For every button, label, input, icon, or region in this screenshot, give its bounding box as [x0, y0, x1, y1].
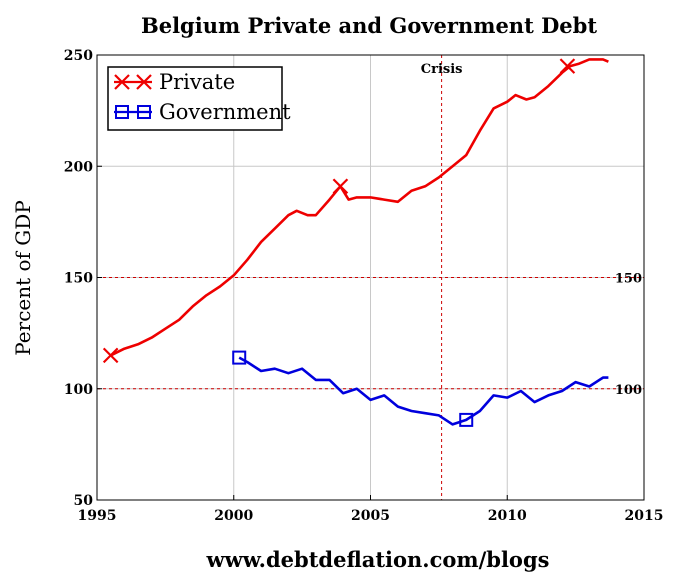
legend: Private Government	[107, 66, 291, 131]
marker-private-stroke	[102, 347, 119, 364]
y-tick-label: 150	[64, 271, 93, 287]
x-tick-label: 1995	[78, 508, 117, 524]
reference-label-150: 150	[615, 272, 642, 287]
series-group	[102, 58, 609, 427]
series-line-private	[110, 58, 609, 357]
series-government	[232, 350, 609, 427]
y-axis-label: Percent of GDP	[11, 200, 35, 356]
marker-private-stroke	[559, 58, 576, 74]
x-tick-label: 2005	[351, 508, 390, 524]
crisis-label: Crisis	[421, 62, 463, 77]
y-tick-label: 50	[74, 493, 94, 509]
y-tick-label: 250	[64, 48, 93, 64]
marker-government	[232, 350, 247, 365]
x-tick-label: 2015	[625, 508, 664, 524]
series-private	[102, 58, 609, 364]
reference-lines: 150 100 Crisis	[97, 55, 644, 500]
x-tick-label: 2010	[488, 508, 527, 524]
x-axis-ticks: 1995 2000 2005 2010 2015	[78, 495, 664, 524]
legend-box	[107, 66, 283, 131]
chart-title: Belgium Private and Government Debt	[141, 13, 597, 38]
series-line-government	[238, 356, 609, 426]
y-tick-label: 100	[64, 382, 93, 398]
footer-url: www.debtdeflation.com/blogs	[206, 547, 550, 572]
x-tick-label: 2000	[214, 508, 253, 524]
y-tick-label: 200	[64, 159, 93, 175]
legend-marker-government-a	[115, 105, 129, 119]
y-axis-ticks: 50 100 150 200 250	[64, 48, 102, 509]
marker-private-stroke	[332, 178, 349, 195]
marker-government	[459, 412, 474, 427]
reference-label-100: 100	[615, 383, 642, 398]
legend-marker-private-a-stroke	[114, 74, 130, 90]
legend-label-private: Private	[159, 70, 235, 94]
legend-marker-private-b-stroke	[136, 74, 152, 90]
legend-label-government: Government	[159, 100, 291, 124]
legend-marker-government-b	[137, 105, 151, 119]
